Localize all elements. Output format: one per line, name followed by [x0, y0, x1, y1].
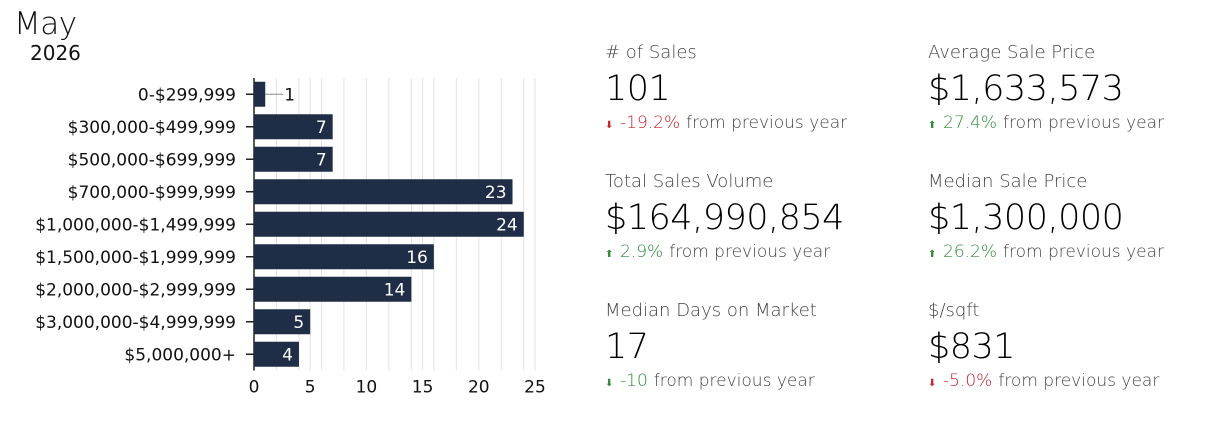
- stat-label: Total Sales Volume: [605, 171, 774, 192]
- year-subtitle: 2026: [30, 41, 81, 65]
- stat-days-on-market: Median Days on Market 17 ⬇ -10 from previo…: [605, 300, 817, 391]
- stat-change: ⬇ -5.0% from previous year: [928, 371, 1159, 391]
- data-label: 16: [406, 248, 428, 268]
- category-label: $1,000,000-$1,499,999: [35, 215, 236, 235]
- stat-value: $1,300,000: [928, 198, 1124, 238]
- stat-value: 101: [605, 69, 671, 109]
- category-label: 0-$299,999: [138, 85, 236, 105]
- bar: [254, 341, 299, 367]
- category-label: $2,000,000-$2,999,999: [35, 280, 236, 300]
- month-title: May: [14, 6, 77, 42]
- x-tick-label: 5: [305, 378, 316, 398]
- bar: [254, 309, 311, 335]
- category-label: $300,000-$499,999: [68, 118, 236, 138]
- stat-value: 17: [605, 327, 649, 367]
- change-suffix: from previous year: [998, 371, 1160, 391]
- stat-value: $164,990,854: [605, 198, 844, 238]
- arrow-up-icon: ⬆: [928, 249, 937, 260]
- stat-median-price: Median Sale Price $1,300,000 ⬆ 26.2% from …: [928, 171, 1164, 262]
- bar: [254, 276, 412, 302]
- change-percent: -19.2%: [620, 113, 681, 133]
- category-label: $1,500,000-$1,999,999: [35, 248, 236, 268]
- stat-label: Median Sale Price: [928, 171, 1088, 192]
- change-suffix: from previous year: [653, 371, 815, 391]
- data-label: 7: [316, 150, 327, 170]
- stat-label: Average Sale Price: [928, 42, 1096, 63]
- stat-change: ⬆ 27.4% from previous year: [928, 113, 1164, 133]
- x-tick-label: 0: [249, 378, 260, 398]
- stat-sales-volume: Total Sales Volume $164,990,854 ⬆ 2.9% fro…: [605, 171, 844, 262]
- data-label: 7: [316, 118, 327, 138]
- change-percent: -5.0%: [943, 371, 993, 391]
- stat-label: Median Days on Market: [605, 300, 817, 321]
- change-percent: -10: [620, 371, 648, 391]
- bar-chart: 0 5 10 15 20 25 0-$299,999 1 $300,000-$499,999 7 $…: [35, 78, 546, 398]
- data-label: 4: [282, 345, 293, 365]
- bar: [254, 211, 524, 237]
- data-label: 1: [284, 85, 295, 105]
- change-suffix: from previous year: [1003, 113, 1164, 133]
- arrow-up-icon: ⬆: [928, 120, 937, 131]
- data-label: 5: [293, 313, 304, 333]
- x-tick-label: 15: [412, 378, 434, 398]
- arrow-up-icon: ⬆: [605, 249, 614, 260]
- stat-average-price: Average Sale Price $1,633,573 ⬆ 27.4% from…: [928, 42, 1164, 133]
- data-label: 24: [496, 215, 518, 235]
- arrow-down-icon: ⬇: [928, 378, 937, 389]
- category-label: $700,000-$999,999: [68, 183, 236, 203]
- category-label: $3,000,000-$4,999,999: [35, 313, 236, 333]
- arrow-down-icon: ⬇: [605, 378, 614, 389]
- bar: [254, 146, 333, 172]
- stat-label: $/sqft: [928, 300, 980, 321]
- bar: [254, 179, 513, 205]
- x-tick-label: 10: [356, 378, 378, 398]
- data-label: 14: [384, 280, 406, 300]
- change-percent: 2.9%: [620, 242, 664, 262]
- bar: [254, 81, 266, 107]
- change-percent: 27.4%: [943, 113, 998, 133]
- category-label: $5,000,000+: [124, 345, 236, 365]
- arrow-down-icon: ⬇: [605, 120, 614, 131]
- bar: [254, 244, 434, 270]
- bar: [254, 114, 333, 140]
- change-percent: 26.2%: [943, 242, 998, 262]
- stat-change: ⬆ 26.2% from previous year: [928, 242, 1164, 262]
- change-suffix: from previous year: [1003, 242, 1164, 262]
- stat-change: ⬇ -19.2% from previous year: [605, 113, 847, 133]
- stat-label: # of Sales: [605, 42, 697, 63]
- stat-price-per-sqft: $/sqft $831 ⬇ -5.0% from previous year: [928, 300, 1159, 391]
- stat-change: ⬆ 2.9% from previous year: [605, 242, 844, 262]
- category-label: $500,000-$699,999: [68, 150, 236, 170]
- x-tick-label: 25: [524, 378, 546, 398]
- change-suffix: from previous year: [669, 242, 831, 262]
- stat-value: $1,633,573: [928, 69, 1124, 109]
- stat-change: ⬇ -10 from previous year: [605, 371, 817, 391]
- stat-value: $831: [928, 327, 1016, 367]
- change-suffix: from previous year: [686, 113, 848, 133]
- data-label: 23: [485, 183, 507, 203]
- x-tick-label: 20: [468, 378, 490, 398]
- stat-sales: # of Sales 101 ⬇ -19.2% from previous year: [605, 42, 847, 133]
